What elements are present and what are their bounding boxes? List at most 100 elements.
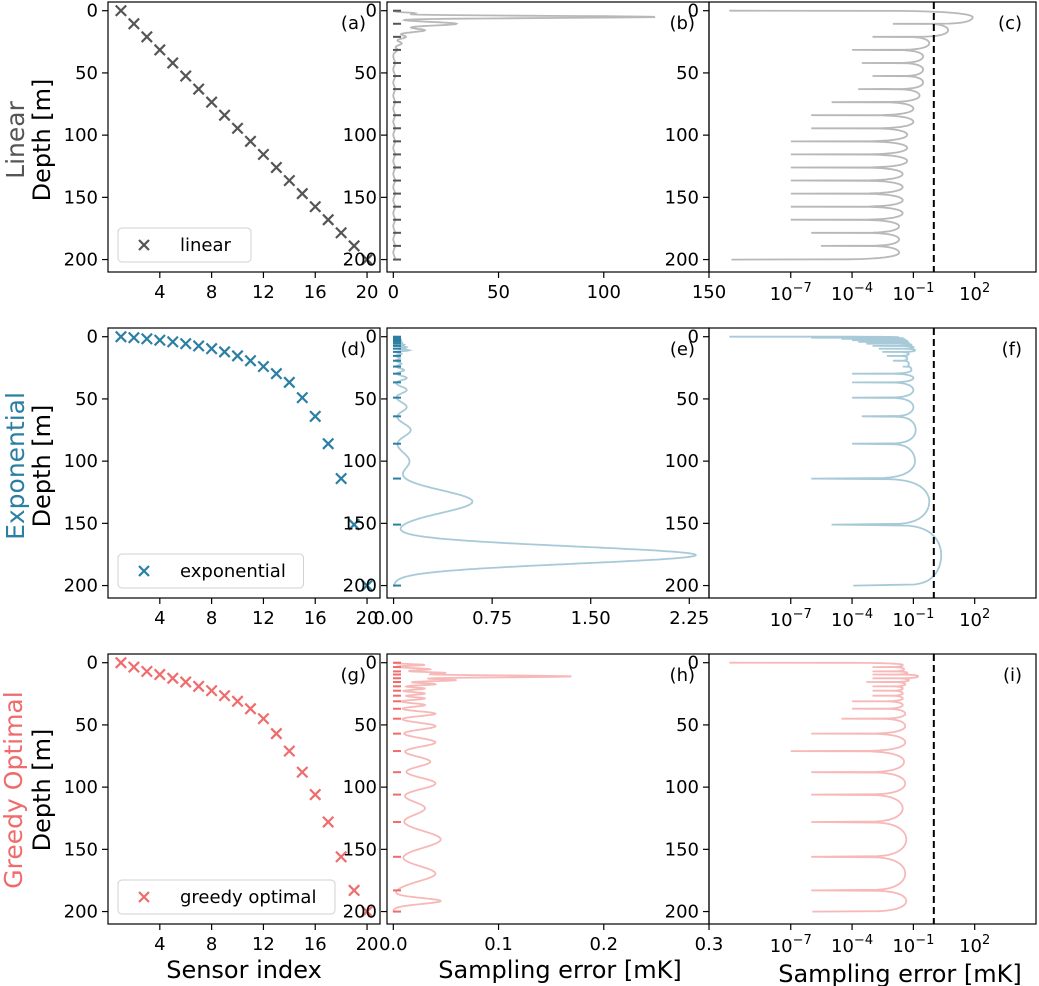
marker-g-16 [309,788,322,801]
ytick-label-b-3: 100 [343,125,377,146]
marker-d-11 [244,354,257,367]
xtick-label-h-4: 0.3 [695,934,724,955]
marker-g-4 [153,668,166,681]
plot-area-a [114,4,374,266]
axes-frame-e [386,327,710,599]
marker-g-18 [335,850,348,863]
axes-frame-d [107,327,381,599]
plot-area-e [393,335,697,587]
marker-g-9 [218,689,231,702]
legend-box-d [117,553,304,589]
ytick-label-f-1: 0 [688,327,699,348]
axes-frame-c [708,1,1037,273]
plot-area-d [114,330,374,592]
legend-label-a: linear [180,235,232,256]
xtick-label-f-2: 10−4 [831,607,873,631]
ytick-label-f-3: 100 [665,451,699,472]
marker-a-10 [231,122,244,135]
ytick-label-i-5: 200 [665,902,699,923]
xtick-label-g-3: 12 [252,934,275,955]
ytick-label-h-4: 150 [343,839,377,860]
marker-d-4 [153,334,166,347]
marker-d-8 [205,342,218,355]
marker-d-1 [114,330,127,343]
marker-a-19 [348,239,361,252]
marker-d-7 [192,339,205,352]
marker-a-16 [309,200,322,213]
marker-d-16 [309,410,322,423]
plot-area-b [392,9,656,261]
ytick-label-c-3: 100 [665,125,699,146]
marker-g-10 [231,695,244,708]
xtick-label-a-3: 12 [252,282,275,303]
xtick-label-a-2: 8 [206,282,217,303]
marker-g-20 [361,905,374,918]
legend-box-g [117,879,336,915]
axes-frame-b [386,1,710,273]
panel-letter-c: (c) [998,13,1022,34]
xtick-label-c-2: 10−4 [831,281,873,305]
marker-g-13 [270,727,283,740]
ytick-label-h-5: 200 [343,902,377,923]
row-label-linear: Linear [1,100,30,178]
ytick-label-d-5: 200 [64,576,98,597]
marker-a-12 [257,148,270,161]
marker-a-11 [244,135,257,148]
ytick-label-f-5: 200 [665,576,699,597]
marker-a-18 [335,226,348,239]
panel-letter-f: (f) [1002,339,1022,360]
xtick-label-g-2: 8 [206,934,217,955]
ylabel-row-3: Depth [m] [28,729,56,852]
ytick-label-g-4: 150 [64,839,98,860]
marker-g-12 [257,712,270,725]
legend-label-d: exponential [180,561,286,582]
xtick-label-d-4: 16 [304,608,327,629]
labels-layer: Linear Depth [m] Exponential Depth [m] G… [0,79,1022,986]
plot-area-g [114,656,374,918]
ytick-label-a-2: 50 [75,63,98,84]
marker-a-17 [322,213,335,226]
ytick-label-i-2: 50 [676,715,699,736]
panel-letter-e: (e) [670,339,695,360]
legend-marker-g [138,891,150,903]
panel-f: 0 50 100 150 200 10−7 10−4 10−1 102 (f) [665,327,1037,631]
marker-a-8 [205,96,218,109]
panel-letter-d: (d) [341,339,366,360]
plot-area-h [392,661,572,913]
xtick-label-i-4: 102 [959,933,990,957]
xtick-label-b-3: 100 [587,282,621,303]
ytick-label-g-2: 50 [75,715,98,736]
marker-a-20 [361,253,374,266]
marker-d-6 [179,337,192,350]
panel-letter-i: (i) [1003,665,1022,686]
error-curve-i [729,661,919,913]
ylabel-row-1: Depth [m] [28,79,56,202]
marker-g-2 [127,661,140,674]
marker-g-17 [322,815,335,828]
ytick-label-b-1: 0 [366,1,377,22]
xtick-label-d-5: 20 [356,608,379,629]
marker-a-5 [166,56,179,69]
xtick-label-f-3: 10−1 [892,607,934,631]
xtick-label-b-4: 150 [692,282,726,303]
marker-a-4 [153,43,166,56]
ytick-label-a-4: 150 [64,187,98,208]
marker-a-6 [179,70,192,83]
axes-frame-h [386,653,710,925]
ytick-label-b-2: 50 [354,63,377,84]
xtick-label-e-2: 0.75 [472,608,512,629]
plot-area-f [729,335,943,587]
xtick-label-e-4: 2.25 [669,608,709,629]
panel-letter-b: (b) [670,13,695,34]
ytick-label-e-5: 200 [343,576,377,597]
xtick-label-i-2: 10−4 [831,933,873,957]
row-label-exponential: Exponential [1,392,30,540]
ytick-label-e-2: 50 [354,389,377,410]
panel-a: 0 50 100 150 200 4 8 12 16 20 (a) linear [64,1,381,303]
ytick-label-d-2: 50 [75,389,98,410]
ytick-label-h-3: 100 [343,777,377,798]
panel-letter-g: (g) [341,665,366,686]
